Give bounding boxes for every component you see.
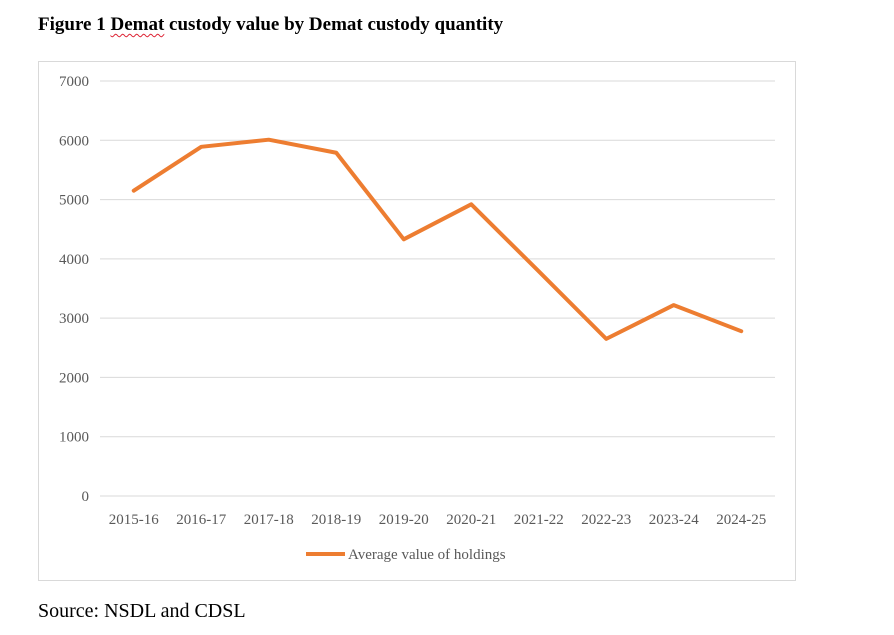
x-tick-label: 2021-22 <box>514 512 564 528</box>
y-tick-label: 0 <box>82 489 90 505</box>
figure-title: Figure 1 Demat custody value by Demat cu… <box>38 14 503 36</box>
x-tick-label: 2024-25 <box>716 512 766 528</box>
figure-title-suffix: custody value by Demat custody quantity <box>164 14 504 35</box>
x-tick-label: 2020-21 <box>446 512 496 528</box>
legend-label: Average value of holdings <box>348 547 506 563</box>
y-tick-label: 1000 <box>59 430 89 446</box>
y-tick-label: 4000 <box>59 252 89 268</box>
x-tick-label: 2017-18 <box>244 512 294 528</box>
x-tick-label: 2015-16 <box>109 512 159 528</box>
y-tick-label: 2000 <box>59 370 89 386</box>
y-axis-ticks: 0 1000 2000 3000 4000 5000 6000 7000 <box>59 74 89 505</box>
legend: Average value of holdings <box>306 547 506 563</box>
y-tick-label: 5000 <box>59 193 89 209</box>
gridlines <box>100 80 775 497</box>
figure-title-prefix: Figure 1 <box>38 14 111 35</box>
x-tick-label: 2018-19 <box>311 512 361 528</box>
x-tick-label: 2023-24 <box>649 512 699 528</box>
x-axis-ticks: 2015-16 2016-17 2017-18 2018-19 2019-20 2020-… <box>109 512 767 528</box>
y-tick-label: 6000 <box>59 133 89 149</box>
x-tick-label: 2022-23 <box>581 512 631 528</box>
x-tick-label: 2016-17 <box>176 512 226 528</box>
series-line-0 <box>131 137 744 341</box>
y-tick-label: 3000 <box>59 311 89 327</box>
chart-area: 0 1000 2000 3000 4000 5000 6000 7000 2015-16 201… <box>38 61 796 581</box>
x-tick-label: 2019-20 <box>379 512 429 528</box>
figure-title-flagged-word: Demat <box>110 14 165 35</box>
source-note: Source: NSDL and CDSL <box>38 600 246 622</box>
y-tick-label: 7000 <box>59 74 89 90</box>
series-lines <box>131 137 744 341</box>
